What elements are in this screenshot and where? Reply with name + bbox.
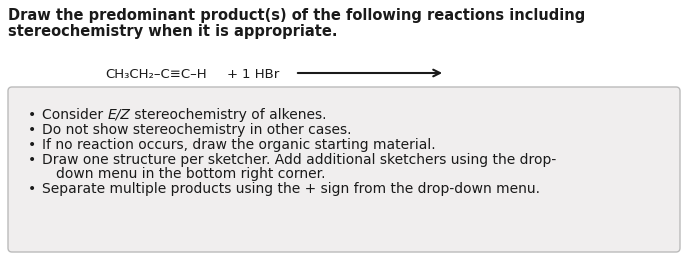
Text: •: •: [28, 137, 36, 151]
Text: Draw the predominant product(s) of the following reactions including: Draw the predominant product(s) of the f…: [8, 8, 585, 23]
Text: •: •: [28, 152, 36, 166]
Text: Consider: Consider: [42, 108, 107, 121]
Text: E/Z: E/Z: [107, 108, 130, 121]
FancyBboxPatch shape: [8, 88, 680, 252]
Text: If no reaction occurs, draw the organic starting material.: If no reaction occurs, draw the organic …: [42, 137, 436, 151]
Text: Do not show stereochemistry in other cases.: Do not show stereochemistry in other cas…: [42, 122, 352, 136]
Text: •: •: [28, 108, 36, 121]
Text: CH₃CH₂–C≡C–H: CH₃CH₂–C≡C–H: [105, 68, 206, 81]
Text: •: •: [28, 122, 36, 136]
Text: •: •: [28, 181, 36, 195]
Text: down menu in the bottom right corner.: down menu in the bottom right corner.: [56, 166, 325, 180]
Text: 1 HBr: 1 HBr: [242, 68, 279, 81]
Text: stereochemistry of alkenes.: stereochemistry of alkenes.: [130, 108, 327, 121]
Text: +: +: [227, 68, 238, 81]
Text: stereochemistry when it is appropriate.: stereochemistry when it is appropriate.: [8, 24, 338, 39]
Text: Draw one structure per sketcher. Add additional sketchers using the drop-: Draw one structure per sketcher. Add add…: [42, 152, 557, 166]
Text: Separate multiple products using the + sign from the drop-down menu.: Separate multiple products using the + s…: [42, 181, 540, 195]
